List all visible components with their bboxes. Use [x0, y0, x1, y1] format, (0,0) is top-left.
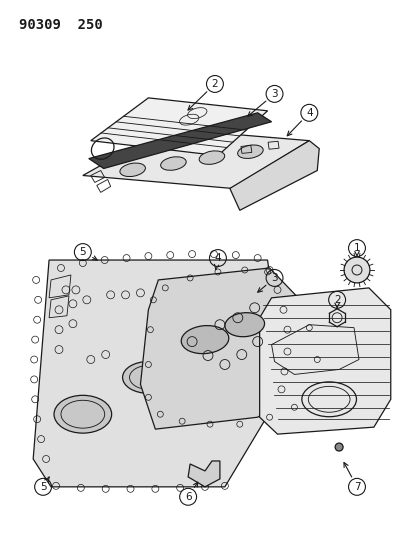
- Text: 4: 4: [305, 108, 312, 118]
- Circle shape: [335, 443, 342, 451]
- Text: 90309  250: 90309 250: [19, 18, 103, 33]
- Text: 5: 5: [79, 247, 86, 257]
- Ellipse shape: [224, 313, 264, 337]
- Text: 3: 3: [271, 89, 277, 99]
- Polygon shape: [229, 141, 318, 211]
- Text: 5: 5: [40, 482, 46, 492]
- Polygon shape: [188, 461, 219, 487]
- Text: 3: 3: [271, 273, 277, 283]
- Circle shape: [343, 257, 369, 283]
- Text: 1: 1: [353, 243, 359, 253]
- Polygon shape: [83, 129, 309, 188]
- Ellipse shape: [199, 151, 224, 164]
- Text: 4: 4: [214, 253, 221, 263]
- Polygon shape: [140, 268, 318, 429]
- Ellipse shape: [120, 163, 145, 176]
- Text: 7: 7: [353, 482, 359, 492]
- Polygon shape: [88, 113, 271, 168]
- Ellipse shape: [122, 361, 174, 393]
- Ellipse shape: [160, 157, 186, 170]
- Text: 2: 2: [211, 79, 218, 89]
- Polygon shape: [90, 98, 267, 156]
- Polygon shape: [259, 288, 390, 434]
- Ellipse shape: [237, 145, 263, 158]
- Ellipse shape: [54, 395, 112, 433]
- Polygon shape: [33, 260, 284, 487]
- Text: 6: 6: [184, 492, 191, 502]
- Text: 2: 2: [333, 295, 339, 305]
- Ellipse shape: [181, 326, 228, 354]
